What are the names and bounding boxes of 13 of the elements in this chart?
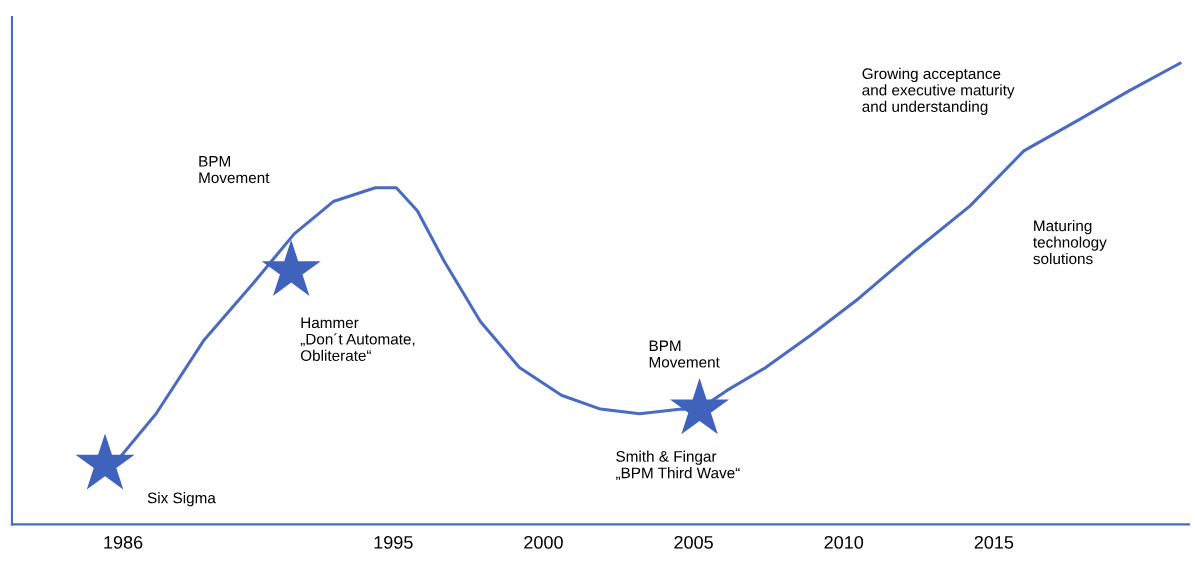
x-tick-label: 2005: [674, 535, 713, 549]
x-tick-label: 2010: [824, 535, 864, 549]
x-tick-label: 1995: [374, 535, 413, 549]
annotation: Growing acceptance and executive maturity and understanding: [862, 67, 1015, 115]
x-tick-label: 2015: [974, 535, 1014, 549]
x-tick-label: 2000: [524, 535, 563, 549]
annotation: Six Sigma: [147, 492, 216, 507]
annotation: Maturing technology solutions: [1033, 220, 1107, 265]
annotation: BPM Movement: [199, 156, 270, 184]
x-tick-label: 1986: [104, 535, 143, 549]
annotation: Smith & Fingar „BPM Third Wave“: [616, 450, 740, 481]
annotation: Hammer „Don´t Automate, Obliterate“: [300, 317, 415, 361]
annotation: BPM Movement: [649, 340, 720, 368]
